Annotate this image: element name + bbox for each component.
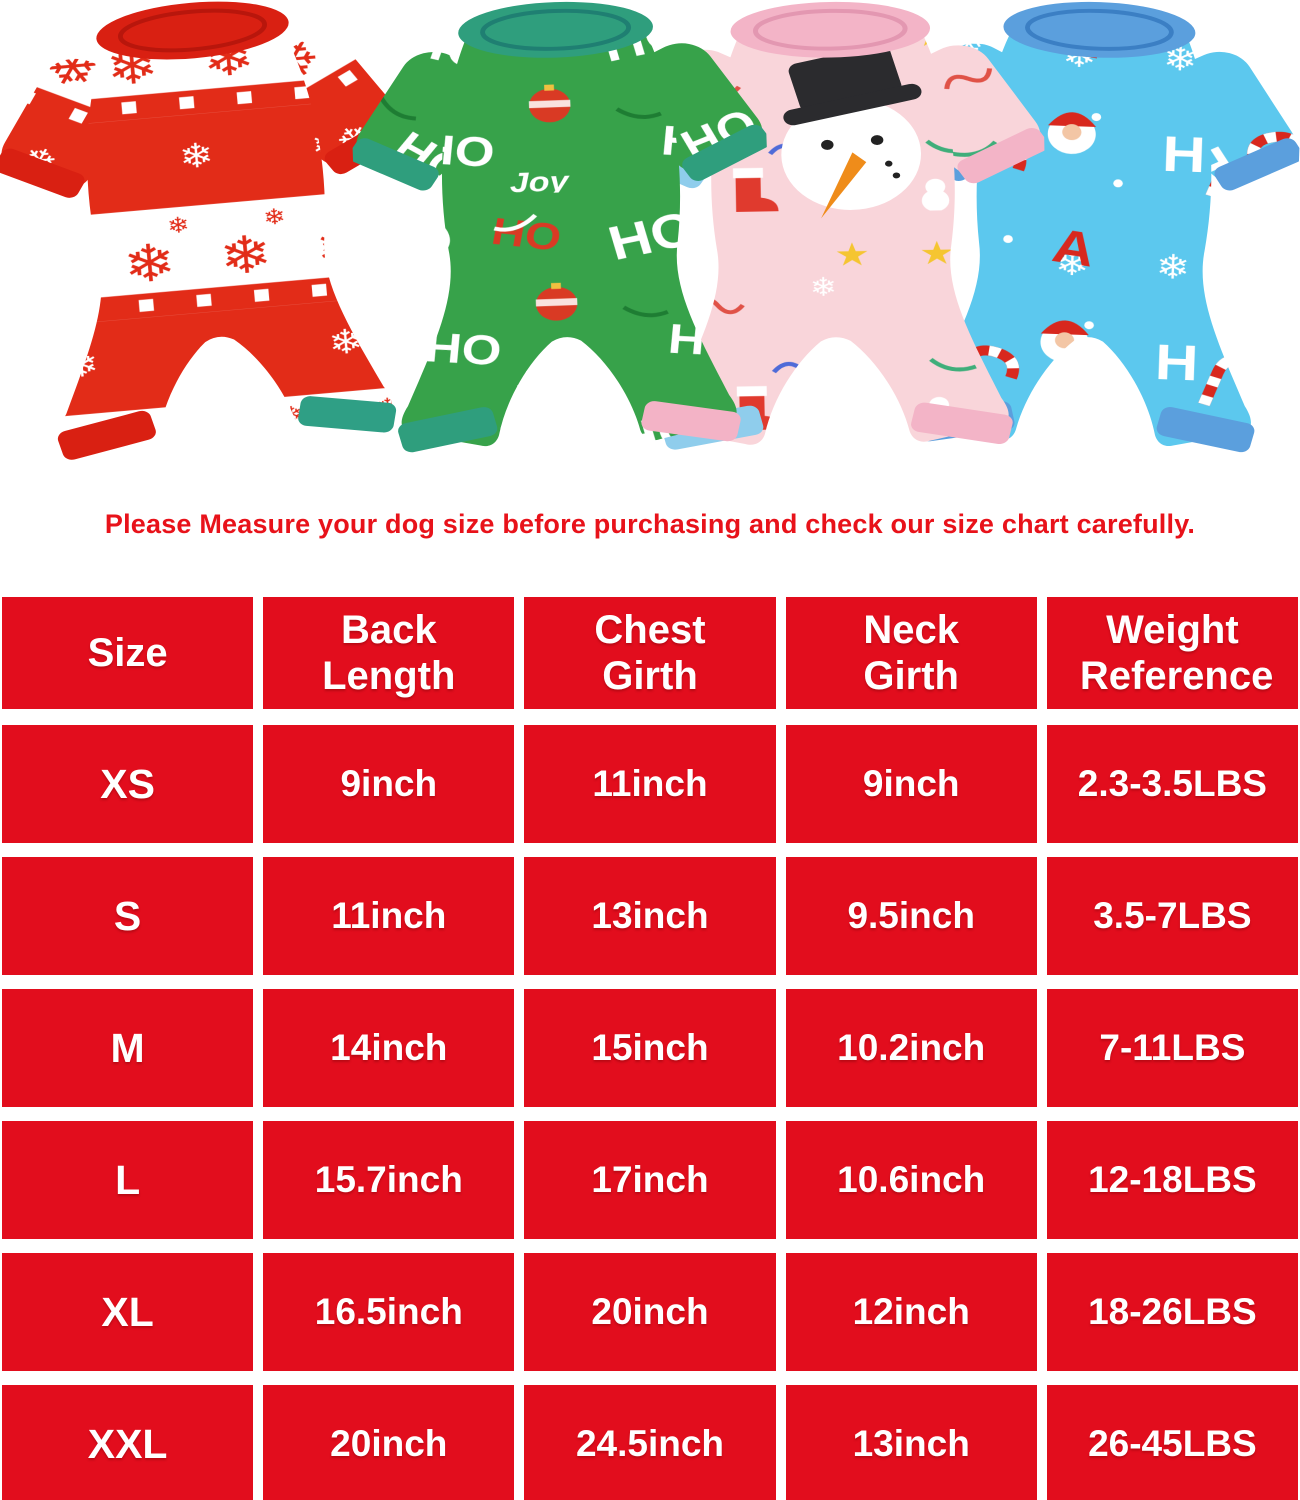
cell-back-length: 16.5inch <box>263 1253 515 1371</box>
cell-neck-girth: 10.2inch <box>785 989 1037 1107</box>
collar-rib <box>480 8 632 51</box>
col-header-back-length-label: Back Length <box>322 608 456 698</box>
cell-chest-girth: 17inch <box>524 1121 776 1239</box>
col-header-weight-reference-label: Weight Reference <box>1079 608 1274 698</box>
leg-cuff-right <box>298 396 397 433</box>
table-row-xl: XL 16.5inch 20inch 12inch 18-26LBS <box>2 1253 1298 1371</box>
table-header-row: Size Back Length Chest Girth Neck Girth … <box>2 597 1298 709</box>
size-chart-table: Size Back Length Chest Girth Neck Girth … <box>2 597 1298 1500</box>
sleeve-cuff <box>349 138 439 191</box>
cell-weight: 26-45LBS <box>1046 1385 1298 1500</box>
collar <box>96 1 289 60</box>
cell-back-length: 15.7inch <box>263 1121 515 1239</box>
cell-back-length: 20inch <box>263 1385 515 1500</box>
col-header-neck-girth-label: Neck Girth <box>863 608 959 698</box>
col-header-size-label: Size <box>87 631 168 675</box>
cell-weight: 7-11LBS <box>1046 989 1298 1107</box>
col-header-neck-girth: Neck Girth <box>785 597 1037 709</box>
table-row-xxl: XXL 20inch 24.5inch 13inch 26-45LBS <box>2 1385 1298 1500</box>
collar-rib <box>1025 8 1174 51</box>
sleeve-cuff <box>957 127 1049 184</box>
cell-neck-girth: 9.5inch <box>785 857 1037 975</box>
table-row-l: L 15.7inch 17inch 10.6inch 12-18LBS <box>2 1121 1298 1239</box>
cell-weight: 18-26LBS <box>1046 1253 1298 1371</box>
table-row-xs: XS 9inch 11inch 9inch 2.3-3.5LBS <box>2 725 1298 843</box>
pajama-green-hohoho: HO HO HO Joy <box>349 1 771 453</box>
collar-rib <box>117 8 268 53</box>
pajama-red-nordic: ❄❄❄❄ ❄❄❄❄ ❄❄❄ <box>0 1 411 460</box>
cell-chest-girth: 13inch <box>524 857 776 975</box>
cell-neck-girth: 10.6inch <box>785 1121 1037 1239</box>
cell-back-length: 14inch <box>263 989 515 1107</box>
cell-size: M <box>2 989 254 1107</box>
cell-neck-girth: 12inch <box>785 1253 1037 1371</box>
sleeve-cuff <box>1214 138 1300 191</box>
col-header-back-length: Back Length <box>263 597 515 709</box>
cell-back-length: 9inch <box>263 725 515 843</box>
leg-cuff-right <box>911 402 1013 444</box>
sleeve-cuff <box>682 124 771 181</box>
leg-cuff-right <box>1156 407 1255 453</box>
cell-chest-girth: 20inch <box>524 1253 776 1371</box>
cell-weight: 2.3-3.5LBS <box>1046 725 1298 843</box>
cell-weight: 12-18LBS <box>1046 1121 1298 1239</box>
col-header-size: Size <box>2 597 254 709</box>
cell-back-length: 11inch <box>263 857 515 975</box>
cell-neck-girth: 9inch <box>785 725 1037 843</box>
cell-chest-girth: 11inch <box>524 725 776 843</box>
snowman-face <box>781 45 922 219</box>
col-header-chest-girth: Chest Girth <box>524 597 776 709</box>
pajama-body <box>401 32 737 447</box>
cell-chest-girth: 24.5inch <box>524 1385 776 1500</box>
sleeve-cuff <box>0 148 85 198</box>
col-header-chest-girth-label: Chest Girth <box>594 608 706 698</box>
pajama-body <box>60 28 392 450</box>
collar-rib <box>752 8 908 51</box>
carrot-nose <box>821 152 867 219</box>
col-header-weight-reference: Weight Reference <box>1046 597 1298 709</box>
cell-size: XS <box>2 725 254 843</box>
leg-cuff-left <box>57 410 156 460</box>
cell-size: XXL <box>2 1385 254 1500</box>
cell-neck-girth: 13inch <box>785 1385 1037 1500</box>
measure-warning-text: Please Measure your dog size before purc… <box>104 509 1196 539</box>
cell-size: S <box>2 857 254 975</box>
table-row-s: S 11inch 13inch 9.5inch 3.5-7LBS <box>2 857 1298 975</box>
pajama-photos-strip: ❄❄❄❄ ❄❄❄❄ ❄❄❄ <box>0 0 1300 500</box>
leg-cuff-right <box>641 401 741 442</box>
cell-chest-girth: 15inch <box>524 989 776 1107</box>
cell-size: XL <box>2 1253 254 1371</box>
table-row-m: M 14inch 15inch 10.2inch 7-11LBS <box>2 989 1298 1107</box>
leg-cuff-left <box>398 407 498 453</box>
cell-weight: 3.5-7LBS <box>1046 857 1298 975</box>
cell-size: L <box>2 1121 254 1239</box>
